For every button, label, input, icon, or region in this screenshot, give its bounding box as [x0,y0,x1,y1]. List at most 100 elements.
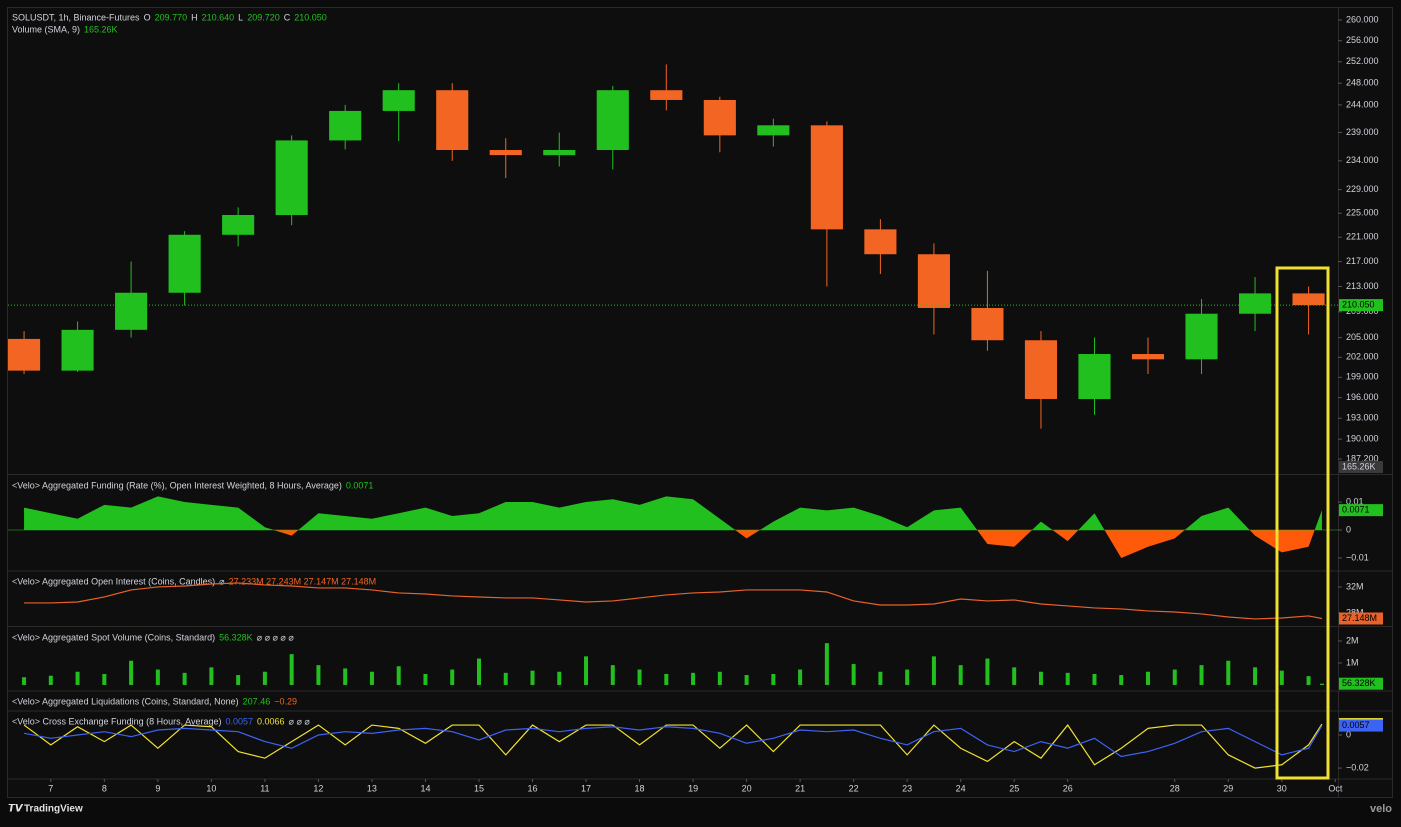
bar [369,671,374,685]
axis-value-box [1339,719,1383,732]
bar [1226,660,1231,685]
axis-value-box [1339,677,1383,690]
candle-body [382,90,415,111]
bar [102,673,107,685]
y-tick-label: −0.01 [1346,552,1369,562]
bar [824,643,829,685]
legend-text: <Velo> Cross Exchange Funding (8 Hours, … [12,716,221,726]
bar [22,677,27,685]
axis-value-label: 27.148M [1342,613,1377,623]
bar [476,658,481,685]
legend-text: 210.640 [202,12,235,22]
bar [75,671,80,685]
x-tick-label: 10 [206,783,216,793]
bar [1172,669,1177,685]
bar [664,673,669,685]
x-tick-label: 14 [420,783,430,793]
x-tick-label: 25 [1009,783,1019,793]
area [24,496,1322,558]
legend-text: 0.0071 [346,480,374,490]
y-tick-label: 221.000 [1346,232,1379,242]
x-tick-label: 20 [742,783,752,793]
candle-body [222,215,255,235]
candle-body [864,229,897,255]
legend-text: <Velo> Aggregated Open Interest (Coins, … [12,576,215,586]
y-tick-label: 190.000 [1346,434,1379,444]
x-tick-label: 12 [313,783,323,793]
x-tick-label: 21 [795,783,805,793]
candle-body [596,90,629,151]
bar [48,675,53,685]
y-tick-label: 256.000 [1346,35,1379,45]
bar [1253,667,1258,685]
x-tick-label: 9 [155,783,160,793]
bar [155,669,160,685]
x-tick-label: 29 [1223,783,1233,793]
legend-text: 0.0066 [257,716,285,726]
legend-text: <Velo> Aggregated Liquidations (Coins, S… [12,696,239,706]
candle-body [1292,293,1325,306]
y-tick-label: 217.000 [1346,256,1379,266]
bar [958,665,963,685]
bar [503,672,508,685]
y-tick-label: 187.200 [1346,453,1379,463]
bar [1065,672,1070,685]
bar [1279,670,1284,685]
brand: TradingView [24,804,83,815]
y-tick-label: 234.000 [1346,155,1379,165]
x-tick-label: 13 [367,783,377,793]
legend-text: 209.770 [155,12,188,22]
chart-frame [7,7,1393,798]
y-tick-label: 196.000 [1346,392,1379,402]
bar [423,673,428,685]
y-tick-label: 0 [1346,524,1351,534]
bar [236,675,241,685]
y-tick-label: 205.000 [1346,332,1379,342]
y-tick-label: 0.01 [1346,496,1364,506]
legend-text: ⌀ ⌀ ⌀ [289,716,311,726]
bar [931,656,936,685]
y-tick-label: 239.000 [1346,127,1379,137]
bar [985,658,990,685]
candle-body [1078,354,1111,399]
pane-separators [8,8,1392,797]
y-tick-label: 2M [1346,635,1359,645]
candle-body [1238,293,1272,314]
series-line [23,725,1323,758]
bar [1012,667,1017,685]
candle-body [436,90,469,151]
bar [530,670,535,685]
plot-area: SOLUSDT, 1h, Binance-Futures O 209.770 H 210… [8,12,1383,793]
candle-body [757,125,790,136]
y-tick-label: 193.000 [1346,413,1379,423]
candle-body [168,234,201,293]
candle-body [61,329,94,371]
bar [262,671,267,685]
x-tick-label: 17 [581,783,591,793]
velo-logo: velo [1370,803,1392,815]
candle-body [971,307,1004,341]
bar [771,673,776,685]
legend-text: 27.233M 27.243M 27.147M 27.148M [229,576,377,586]
x-tick-label: 18 [635,783,645,793]
legend-text: SOLUSDT, 1h, Binance-Futures [12,12,140,22]
y-tick-label: 229.000 [1346,184,1379,194]
candle-body [810,125,843,230]
axis-value-box [1339,504,1383,517]
bar [557,671,562,685]
legend-text: 0.0057 [225,716,253,726]
x-tick-label: 16 [527,783,537,793]
highlight-box [1275,266,1330,780]
bar [851,664,856,685]
y-tick-label: 32M [1346,581,1364,591]
legend-text: −0.29 [274,696,297,706]
bar [129,660,134,685]
axis-value-label: 0.0071 [1342,505,1370,515]
candle-body [1185,313,1218,360]
axis-value-box [1339,461,1383,473]
y-tick-label: 1M [1346,657,1359,667]
bar [637,669,642,685]
y-tick-label: 260.000 [1346,14,1379,24]
bar [343,668,348,685]
x-tick-label: 30 [1277,783,1287,793]
